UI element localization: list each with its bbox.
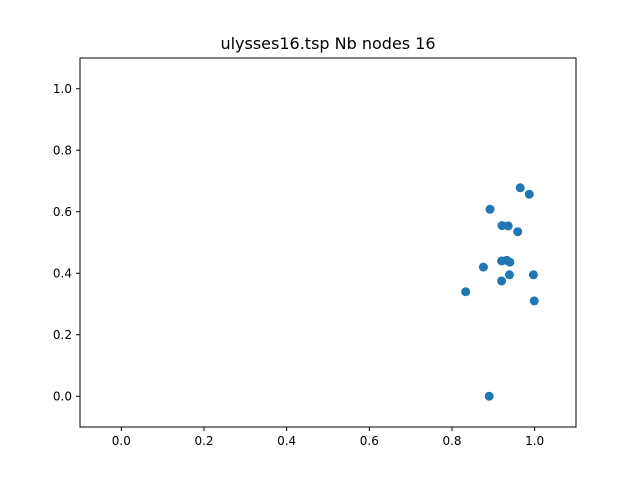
scatter-point — [505, 257, 515, 267]
x-tick-label: 0.6 — [360, 434, 379, 448]
scatter-point — [478, 262, 488, 272]
x-tick-label: 0.4 — [277, 434, 296, 448]
x-tick-label: 0.2 — [194, 434, 213, 448]
y-tick-label: 0.4 — [53, 266, 72, 280]
x-tick-label: 0.8 — [442, 434, 461, 448]
x-axis-ticks: 0.0 0.2 0.4 0.6 0.8 1.0 — [112, 427, 544, 448]
y-tick-label: 0.8 — [53, 143, 72, 157]
x-tick-label: 1.0 — [525, 434, 544, 448]
scatter-point — [528, 270, 538, 280]
y-tick-label: 0.2 — [53, 328, 72, 342]
scatter-point — [485, 204, 495, 214]
scatter-point — [503, 221, 513, 231]
chart-title: ulysses16.tsp Nb nodes 16 — [220, 34, 435, 53]
scatter-point — [524, 189, 534, 199]
y-tick-label: 0.6 — [53, 205, 72, 219]
y-tick-label: 0.0 — [53, 389, 72, 403]
scatter-point — [513, 227, 523, 237]
plot-frame — [79, 57, 577, 428]
y-axis-ticks: 0.0 0.2 0.4 0.6 0.8 1.0 — [53, 82, 80, 403]
scatter-point — [515, 183, 525, 193]
x-tick-label: 0.0 — [112, 434, 131, 448]
scatter-point — [504, 270, 514, 280]
scatter-point — [497, 276, 507, 286]
scatter-point — [461, 287, 471, 297]
scatter-points — [461, 183, 539, 401]
scatter-point — [529, 296, 539, 306]
y-tick-label: 1.0 — [53, 82, 72, 96]
scatter-point — [484, 391, 494, 401]
